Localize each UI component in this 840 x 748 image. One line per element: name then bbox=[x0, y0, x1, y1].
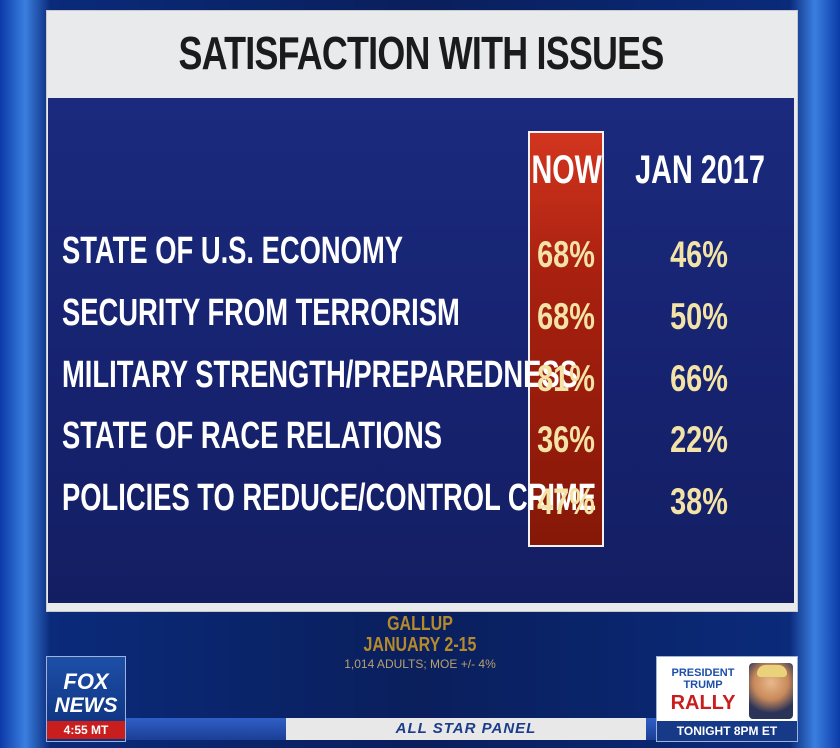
source-dates: JANUARY 2-15 bbox=[363, 634, 477, 656]
logo-line-news: NEWS bbox=[54, 694, 118, 717]
data-panel bbox=[48, 98, 794, 603]
value-now-terrorism: 68% bbox=[537, 296, 595, 337]
column-header-jan-2017: JAN 2017 bbox=[635, 148, 765, 192]
logo-line-fox: FOX bbox=[63, 669, 109, 694]
row-label-race-relations: STATE OF RACE RELATIONS bbox=[62, 415, 443, 457]
fox-news-logo: FOX NEWS 4:55 MT bbox=[46, 656, 126, 742]
ticker-label: ALL STAR PANEL bbox=[286, 718, 646, 740]
value-prev-economy: 46% bbox=[670, 234, 728, 275]
source-credit: GALLUP JANUARY 2-15 1,014 ADULTS; MOE +/… bbox=[300, 614, 540, 672]
promo-time: TONIGHT 8PM ET bbox=[657, 721, 797, 741]
value-now-race-relations: 36% bbox=[537, 419, 595, 460]
row-label-economy: STATE OF U.S. ECONOMY bbox=[62, 230, 403, 272]
row-label-military: MILITARY STRENGTH/PREPAREDNESS bbox=[62, 354, 578, 396]
value-prev-crime: 38% bbox=[670, 481, 728, 522]
value-prev-military: 66% bbox=[670, 358, 728, 399]
broadcast-time: 4:55 MT bbox=[47, 721, 125, 739]
row-label-terrorism: SECURITY FROM TERRORISM bbox=[62, 292, 460, 334]
lower-third-ticker: ALL STAR PANEL bbox=[126, 718, 656, 740]
promo-line-3: RALLY bbox=[670, 692, 736, 714]
source-note: 1,014 ADULTS; MOE +/- 4% bbox=[344, 657, 496, 671]
value-now-crime: 47% bbox=[537, 481, 595, 522]
rally-promo: PRESIDENT TRUMP RALLY TONIGHT 8PM ET bbox=[656, 656, 798, 742]
source-name: GALLUP bbox=[387, 613, 453, 635]
value-now-military: 81% bbox=[537, 358, 595, 399]
value-prev-terrorism: 50% bbox=[670, 296, 728, 337]
promo-line-2: TRUMP bbox=[683, 679, 723, 691]
column-header-now: NOW bbox=[531, 148, 602, 192]
row-label-crime: POLICIES TO REDUCE/CONTROL CRIME bbox=[62, 477, 597, 519]
value-prev-race-relations: 22% bbox=[670, 419, 728, 460]
value-now-economy: 68% bbox=[537, 234, 595, 275]
promo-line-1: PRESIDENT bbox=[671, 667, 735, 679]
now-column-highlight bbox=[528, 131, 604, 547]
graphic-title: SATISFACTION WITH ISSUES bbox=[178, 27, 665, 79]
portrait-hair bbox=[757, 665, 787, 677]
